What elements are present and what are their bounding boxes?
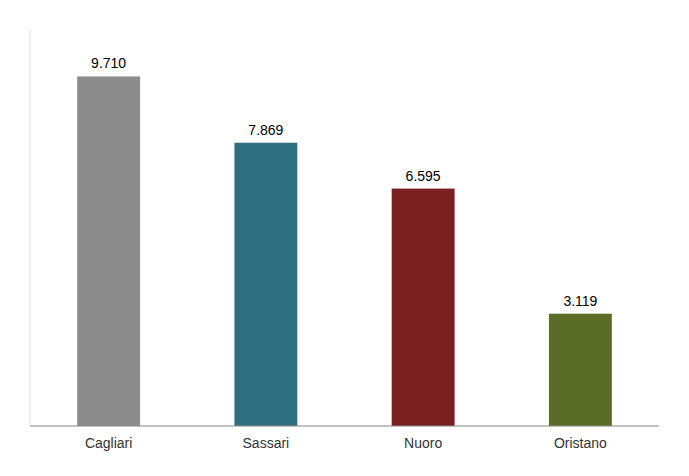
x-tick-label: Oristano — [554, 435, 607, 451]
x-tick-label: Cagliari — [85, 435, 132, 451]
x-tick-label: Nuoro — [404, 435, 442, 451]
data-label: 6.595 — [406, 168, 441, 184]
x-axis-line — [30, 425, 659, 426]
bar — [77, 76, 140, 426]
data-label: 7.869 — [248, 122, 283, 138]
data-label: 9.710 — [91, 55, 126, 71]
data-label: 3.119 — [563, 293, 597, 309]
chart-container: Cagliari Sassari Nuoro Oristano 9.710 7.869 6.… — [0, 0, 689, 476]
x-tick-label: Sassari — [243, 435, 290, 451]
bar — [549, 314, 612, 426]
y-axis-line — [30, 30, 31, 426]
chart-svg: Cagliari Sassari Nuoro Oristano 9.710 7.869 6.… — [0, 0, 689, 476]
bars — [77, 76, 612, 426]
bar — [392, 189, 455, 426]
bar — [234, 143, 297, 426]
